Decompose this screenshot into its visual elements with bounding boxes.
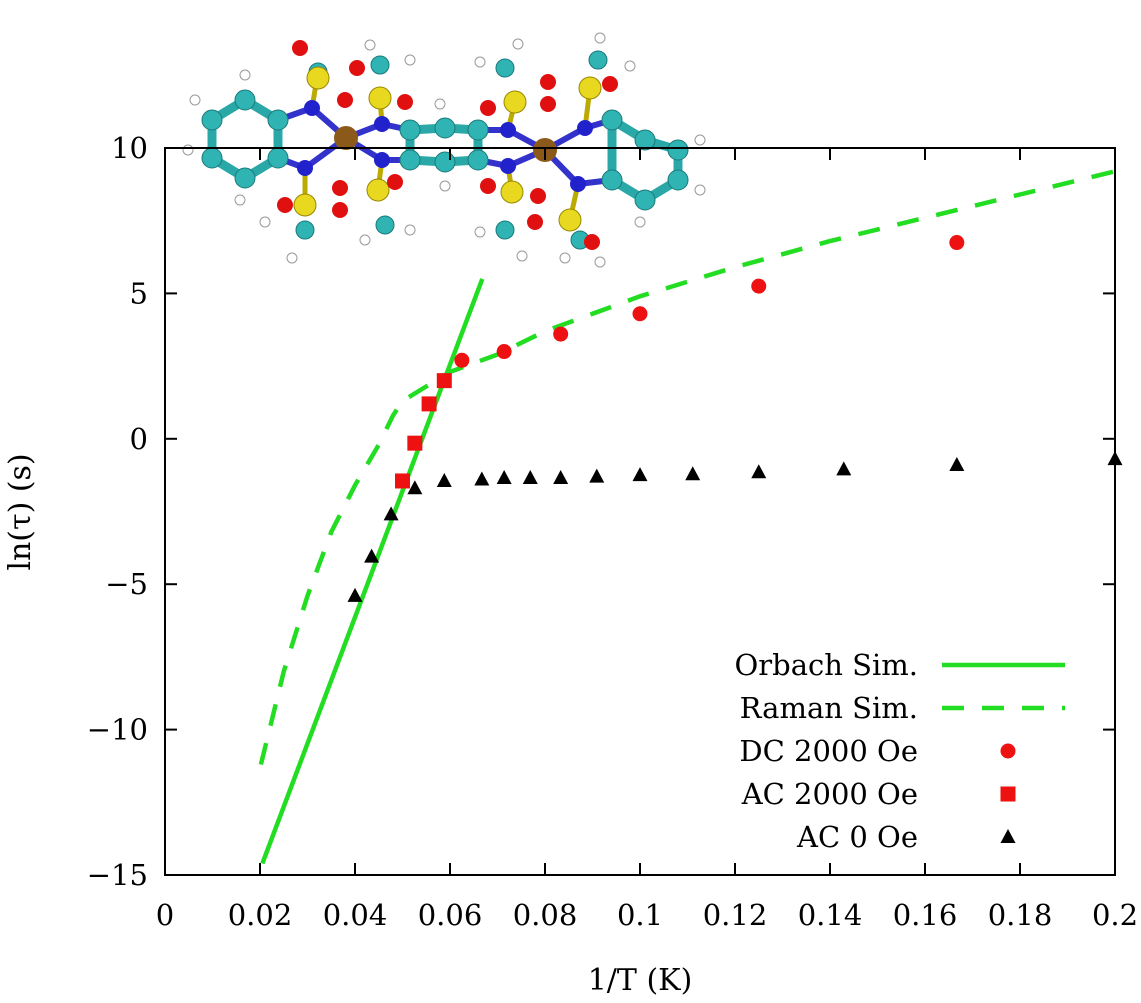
ac-0-oe-point [474,471,490,486]
raman-sim-line [258,169,1116,766]
dc-2000-oe-point [553,326,569,342]
x-tick-label: 0.1 [617,898,663,932]
x-axis-title: 1/T (K) [588,963,693,998]
legend: Orbach Sim. Raman Sim. DC 2000 Oe AC 2000 O… [735,648,1065,854]
y-axis-title: ln(τ) (s) [3,453,38,570]
ac-0-oe-point [553,470,569,485]
legend-swatch-marker [1000,829,1016,843]
ac-0-oe-point [949,456,965,471]
ac-0-oe-point [632,467,648,482]
dc-2000-oe-point [454,352,470,368]
ac-0-oe-point [383,506,399,521]
x-tick-label: 0 [156,898,174,932]
y-tick-label: −10 [87,713,148,747]
ac-0-oe-point [407,480,423,495]
x-tick-label: 0.06 [418,898,483,932]
x-tick-label: 0.14 [798,898,863,932]
legend-label: AC 2000 Oe [741,777,918,811]
x-tick-label: 0.12 [703,898,768,932]
x-tick-label: 0.2 [1092,898,1138,932]
y-tick-label: −5 [105,567,148,601]
orbach-sim-line [260,278,485,865]
y-tick-label: 5 [130,276,148,310]
ac-2000-oe-point [436,373,452,389]
y-tick-label: 0 [130,422,148,456]
dc-2000-oe-point [632,306,648,322]
ac-0-oe-point [836,461,852,476]
ac-0-oe-point [364,548,380,563]
ac-0-oe-point [347,587,363,602]
legend-label: AC 0 Oe [796,820,918,854]
ac-0-oe-point [1107,451,1123,466]
y-tick-label: −15 [87,858,148,892]
x-tick-label: 0.18 [988,898,1053,932]
plot-series [258,169,1123,865]
dc-2000-oe-point [949,235,965,251]
ac-0-oe-point [496,470,512,485]
y-tick-label: 10 [111,131,148,165]
ac-2000-oe-point [421,396,437,412]
ac-0-oe-point [685,466,701,481]
dc-2000-oe-point [496,344,512,360]
x-tick-label: 0.16 [893,898,958,932]
plot-frame [164,147,1116,876]
molecule-structure-image [182,32,706,268]
x-tick-label: 0.04 [323,898,388,932]
ac-0-oe-point [589,468,605,483]
ac-0-oe-point [751,464,767,479]
ac-0-oe-point [522,470,538,485]
ac-2000-oe-point [395,473,410,489]
legend-swatch-marker [1000,743,1016,759]
ac-2000-oe-point [407,435,423,451]
dc-2000-oe-point [751,278,767,294]
legend-label: Orbach Sim. [735,648,919,682]
ac-0-oe-point [436,472,452,487]
legend-label: DC 2000 Oe [739,734,918,768]
legend-label: Raman Sim. [740,691,918,725]
legend-swatch-marker [1000,786,1016,802]
y-axis: −15 −10 −5 0 5 10 [87,131,1115,892]
x-axis: 0 0.02 0.04 0.06 0.08 0.1 0.12 0.14 0.16 0.18 0.2 [156,148,1138,932]
x-tick-label: 0.08 [513,898,578,932]
x-tick-label: 0.02 [228,898,293,932]
